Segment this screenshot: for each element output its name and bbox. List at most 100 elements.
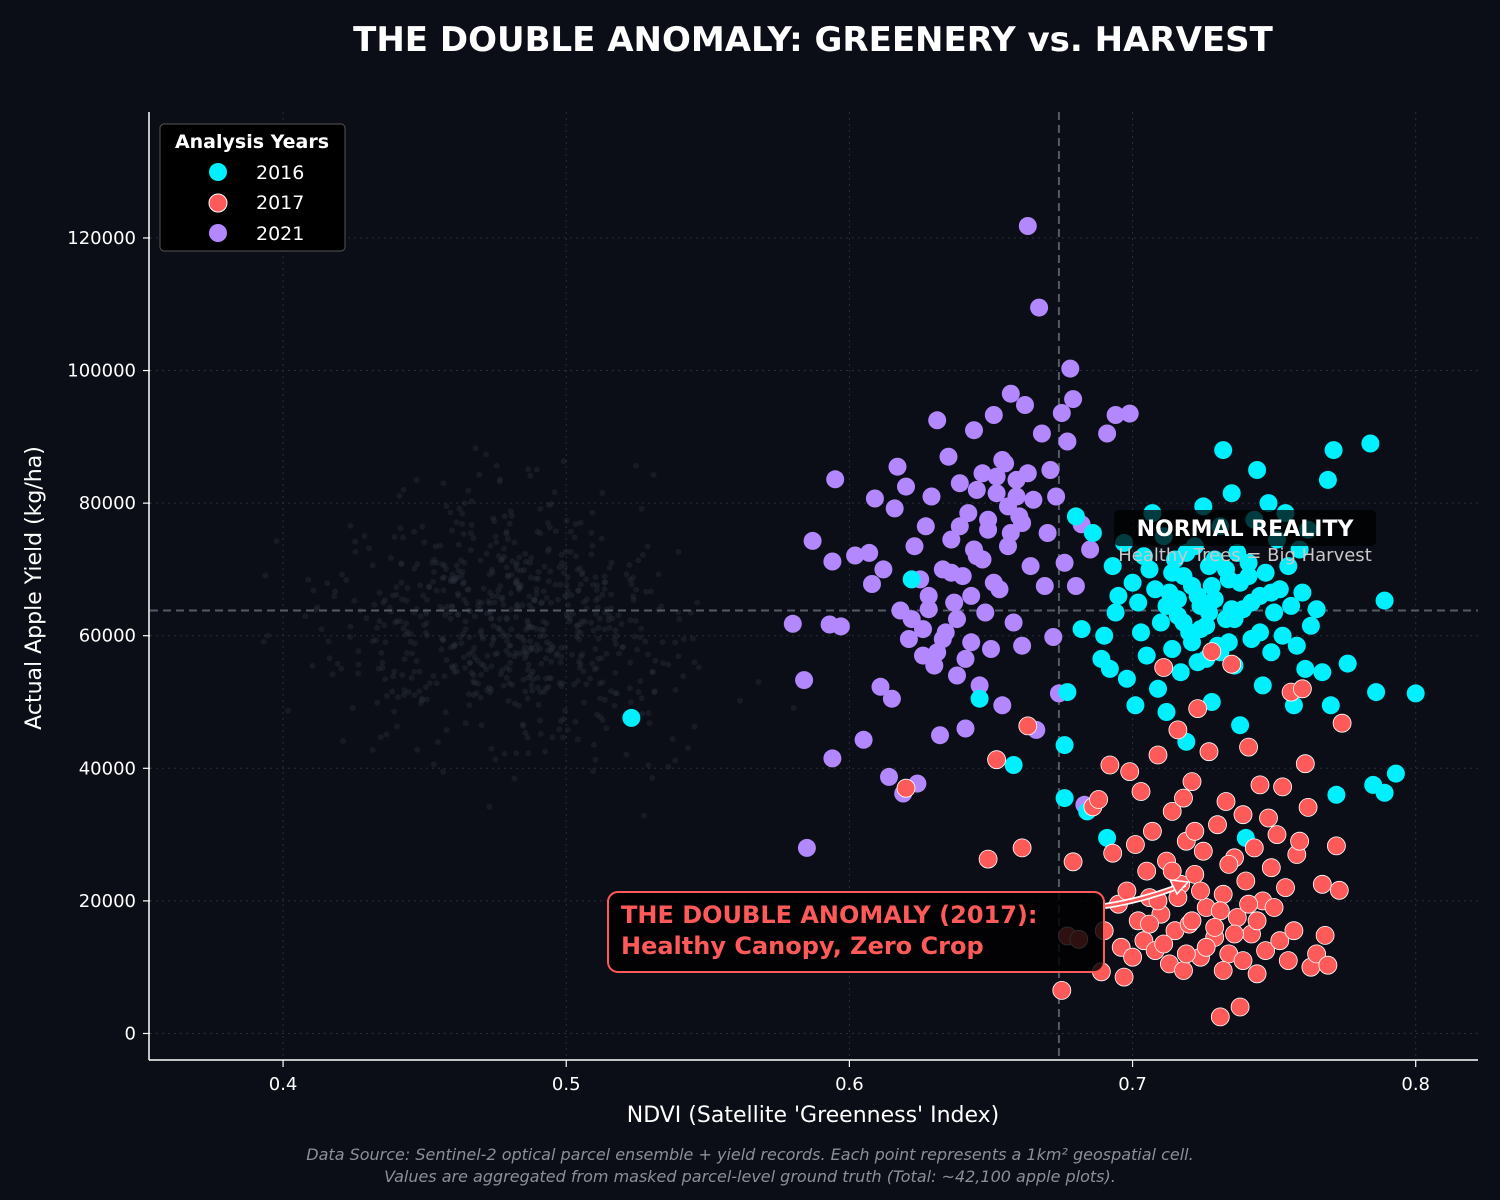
background-cell — [324, 580, 331, 587]
background-cell — [606, 564, 613, 571]
background-cell — [511, 775, 518, 782]
background-cell — [398, 579, 405, 586]
point-2017 — [896, 778, 916, 798]
background-cell — [420, 592, 427, 599]
background-cell — [507, 590, 514, 597]
background-cell — [498, 596, 505, 603]
background-cell — [628, 581, 635, 588]
background-cell — [608, 559, 615, 566]
background-cell — [612, 669, 619, 676]
point-2016 — [1251, 623, 1269, 642]
point-2017 — [1188, 699, 1208, 718]
point-2017 — [1230, 997, 1250, 1017]
background-cell — [352, 548, 359, 555]
background-cell — [603, 725, 610, 732]
y-tick-label: 0 — [125, 1023, 136, 1044]
background-cell — [651, 689, 658, 696]
point-2021 — [962, 633, 981, 652]
background-cell — [376, 589, 383, 596]
background-cell — [506, 651, 513, 658]
background-cell — [573, 553, 580, 560]
background-cell — [565, 602, 571, 609]
point-2017 — [1052, 981, 1072, 1000]
background-cell — [576, 565, 583, 572]
point-2017 — [1329, 880, 1349, 900]
background-cell — [560, 734, 566, 741]
point-2017 — [1182, 911, 1202, 931]
background-cell — [419, 523, 426, 530]
background-cell — [387, 554, 394, 561]
background-cell — [520, 648, 527, 655]
background-cell — [338, 665, 345, 672]
background-cell — [655, 571, 662, 578]
point-2016 — [1324, 441, 1343, 460]
background-cell — [612, 690, 619, 697]
background-cell — [411, 565, 418, 572]
point-2021 — [795, 671, 814, 690]
point-2016 — [1239, 567, 1258, 586]
background-cell — [526, 602, 533, 609]
background-cell — [627, 685, 633, 692]
background-cell — [506, 520, 513, 527]
background-cell — [672, 686, 679, 693]
background-cell — [601, 579, 608, 586]
background-cell — [501, 750, 508, 757]
background-cell — [488, 641, 495, 648]
background-cell — [665, 661, 672, 668]
background-cell — [644, 651, 651, 658]
point-2021 — [993, 451, 1012, 469]
background-cell — [386, 604, 393, 611]
background-cell — [562, 707, 569, 714]
background-cell — [397, 618, 404, 625]
background-cell — [527, 559, 534, 566]
point-2017 — [1168, 720, 1188, 740]
background-cell — [524, 734, 531, 741]
background-cell — [390, 592, 396, 599]
background-cell — [680, 673, 687, 680]
background-cell — [334, 660, 341, 667]
point-2016 — [1239, 553, 1258, 572]
normal-reality-box — [1114, 510, 1376, 546]
point-2016 — [1386, 764, 1405, 783]
point-2021 — [914, 620, 932, 639]
background-cell — [401, 687, 408, 694]
point-2021 — [831, 617, 850, 636]
background-cell — [676, 616, 683, 623]
background-cell — [490, 515, 497, 522]
background-cell — [488, 616, 495, 622]
background-cell — [612, 641, 619, 648]
background-cell — [612, 627, 619, 634]
background-cell — [484, 652, 491, 659]
point-2016 — [1279, 557, 1298, 576]
background-cell — [504, 638, 510, 644]
point-2017 — [1225, 924, 1244, 944]
point-2021 — [854, 730, 873, 749]
reference-lines — [150, 112, 1478, 1060]
background-cell — [500, 682, 507, 689]
background-cell — [633, 586, 640, 593]
background-cell — [547, 599, 554, 606]
background-cell — [447, 578, 454, 585]
background-cell — [477, 557, 484, 564]
point-2016 — [1055, 789, 1074, 808]
background-cell — [411, 668, 418, 675]
point-2017 — [1174, 961, 1193, 980]
background-cell — [523, 651, 530, 658]
point-2021 — [1001, 524, 1020, 542]
background-cell — [393, 584, 400, 591]
background-cell — [478, 599, 485, 606]
background-cell — [593, 587, 600, 593]
background-cell — [395, 694, 402, 701]
background-cell — [525, 466, 532, 473]
background-cell — [540, 588, 547, 595]
background-cell — [499, 556, 506, 563]
background-cell — [408, 631, 414, 638]
background-cell — [423, 696, 430, 703]
background-cell — [424, 632, 431, 639]
background-cell — [519, 721, 526, 728]
background-cell — [457, 634, 464, 641]
background-cell — [416, 688, 423, 695]
background-cell — [430, 761, 437, 768]
background-cell — [527, 647, 534, 654]
background-cell — [468, 498, 475, 505]
